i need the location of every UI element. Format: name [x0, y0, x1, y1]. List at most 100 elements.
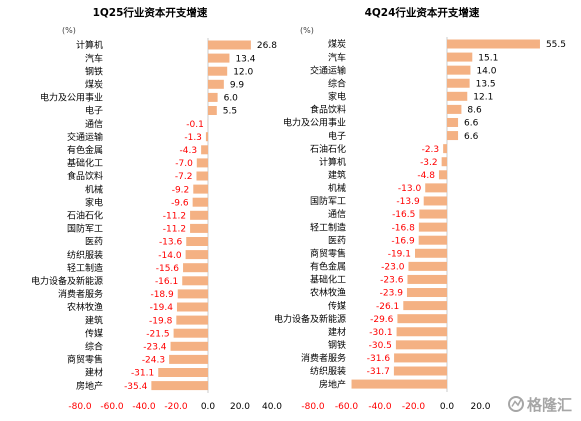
left-chart-bar [208, 53, 230, 63]
left-chart-value-label: 9.9 [230, 81, 245, 91]
left-chart-category-label: 医药 [85, 237, 103, 248]
right-chart-bar [441, 157, 447, 167]
right-chart-bar [447, 91, 468, 101]
right-chart-bar [394, 353, 447, 363]
right-chart-category-label: 电子 [328, 130, 346, 142]
left-chart-value-label: 12.0 [233, 67, 253, 77]
left-chart-category-label: 钢铁 [85, 65, 103, 77]
left-chart-value-label: -9.2 [172, 185, 190, 195]
right-chart-value-label: -2.3 [422, 145, 440, 155]
right-chart-title: 4Q24行业资本开支增速 [365, 6, 480, 19]
left-chart-value-label: -24.3 [142, 356, 165, 366]
left-chart-x-tick-label: -40.0 [132, 402, 156, 412]
left-chart-value-label: -11.2 [163, 225, 186, 235]
right-chart-bar [447, 117, 459, 127]
left-chart-bar [190, 210, 208, 220]
left-chart-category-label: 轻工制造 [67, 262, 103, 274]
right-chart-bar [395, 340, 447, 350]
left-chart-category-label: 农林牧渔 [67, 301, 103, 313]
right-chart-value-label: -23.0 [381, 263, 405, 273]
right-chart-bar [406, 288, 447, 298]
left-chart-x-tick-label: 40.0 [262, 402, 282, 412]
right-chart-value-label: 14.0 [476, 66, 496, 76]
right-chart-category-label: 石油石化 [310, 143, 346, 155]
left-chart-category-label: 基础化工 [67, 157, 103, 169]
left-chart-value-label: -13.6 [159, 238, 183, 248]
left-chart-unit-label: (%) [62, 26, 76, 35]
right-chart-value-label: 55.5 [546, 40, 566, 50]
right-chart-bar [396, 327, 447, 337]
right-chart-category-label: 电力设备及新能源 [274, 313, 346, 325]
right-chart-value-label: 15.1 [478, 53, 498, 63]
right-chart-bar [419, 209, 447, 219]
left-chart-bar [192, 197, 208, 207]
left-chart-bar [193, 184, 208, 194]
right-chart-category-label: 钢铁 [328, 339, 346, 351]
left-chart-value-label: 13.4 [235, 54, 255, 64]
left-chart-bar [185, 250, 208, 260]
right-chart-category-label: 传媒 [328, 300, 346, 312]
left-chart-bar [208, 92, 218, 102]
right-chart-bar [423, 196, 447, 206]
right-chart-value-label: -30.1 [369, 328, 392, 338]
left-chart-x-tick-label: 0.0 [201, 402, 216, 412]
left-chart-value-label: -15.6 [156, 264, 180, 274]
right-chart-category-label: 医药 [328, 235, 346, 246]
right-chart-bar [397, 314, 447, 324]
left-chart-bar [208, 66, 228, 76]
right-chart-category-label: 房地产 [319, 378, 346, 390]
right-chart-category-label: 有色金属 [310, 261, 346, 273]
right-chart-value-label: 13.5 [476, 79, 496, 89]
right-chart-bar [447, 131, 459, 141]
left-chart-value-label: 26.8 [257, 41, 277, 51]
right-chart-x-tick-label: 20.0 [470, 402, 490, 412]
right-chart-value-label: -16.5 [392, 210, 415, 220]
left-chart-bar [190, 223, 208, 233]
left-chart-value-label: -19.8 [149, 316, 173, 326]
right-chart-value-label: 6.6 [464, 119, 479, 129]
watermark-logo: 格隆汇 [508, 396, 572, 414]
left-chart-category-label: 石油石化 [67, 210, 103, 222]
left-chart-category-label: 有色金属 [67, 144, 103, 156]
right-chart-value-label: -23.9 [380, 289, 404, 299]
right-chart-x-tick-label: -20.0 [402, 402, 426, 412]
left-chart-title: 1Q25行业资本开支增速 [93, 6, 208, 19]
right-chart-bar [351, 379, 447, 389]
right-chart-category-label: 家电 [328, 91, 346, 103]
right-chart-bar [408, 261, 447, 271]
left-chart-category-label: 商贸零售 [67, 354, 103, 366]
left-chart-category-label: 消费者服务 [58, 288, 103, 300]
left-chart-category-label: 汽车 [85, 52, 103, 64]
right-chart-category-label: 汽车 [328, 51, 346, 63]
right-chart-value-label: -31.6 [367, 354, 391, 364]
left-chart: 1Q25行业资本开支增速 (%) 计算机 26.8 汽车 13.4 钢铁 12.0 煤炭 9.… [31, 6, 282, 412]
left-chart-category-label: 机械 [85, 183, 103, 195]
right-chart-bar [447, 104, 462, 114]
right-chart-x-tick-label: 0.0 [440, 402, 455, 412]
right-chart-value-label: -4.8 [417, 171, 435, 181]
right-chart-value-label: -30.5 [369, 341, 392, 351]
right-chart-x-tick-label: -40.0 [368, 402, 392, 412]
right-chart-x-tick-label: -60.0 [335, 402, 359, 412]
left-chart-value-label: 6.0 [224, 94, 239, 104]
right-chart-bar [447, 65, 471, 75]
right-chart-value-label: 6.6 [464, 132, 479, 142]
right-chart-category-label: 国防军工 [310, 195, 346, 207]
left-chart-category-label: 家电 [85, 196, 103, 208]
left-chart-bar [182, 276, 208, 286]
left-chart-category-label: 综合 [85, 341, 103, 353]
left-chart-bar [196, 158, 208, 168]
left-chart-value-label: -21.5 [146, 329, 169, 339]
left-chart-bar [183, 263, 208, 273]
left-chart-category-label: 传媒 [85, 327, 103, 339]
right-chart-bar [447, 39, 540, 49]
right-chart-bar [443, 144, 447, 154]
left-chart-value-label: -4.3 [180, 146, 198, 156]
left-chart-bar [176, 302, 208, 312]
right-chart-bar [418, 235, 447, 245]
right-chart-value-label: -29.6 [370, 315, 394, 325]
left-chart-bar [169, 354, 208, 364]
right-chart-bar [403, 301, 447, 311]
left-chart-x-tick-label: -60.0 [100, 402, 124, 412]
